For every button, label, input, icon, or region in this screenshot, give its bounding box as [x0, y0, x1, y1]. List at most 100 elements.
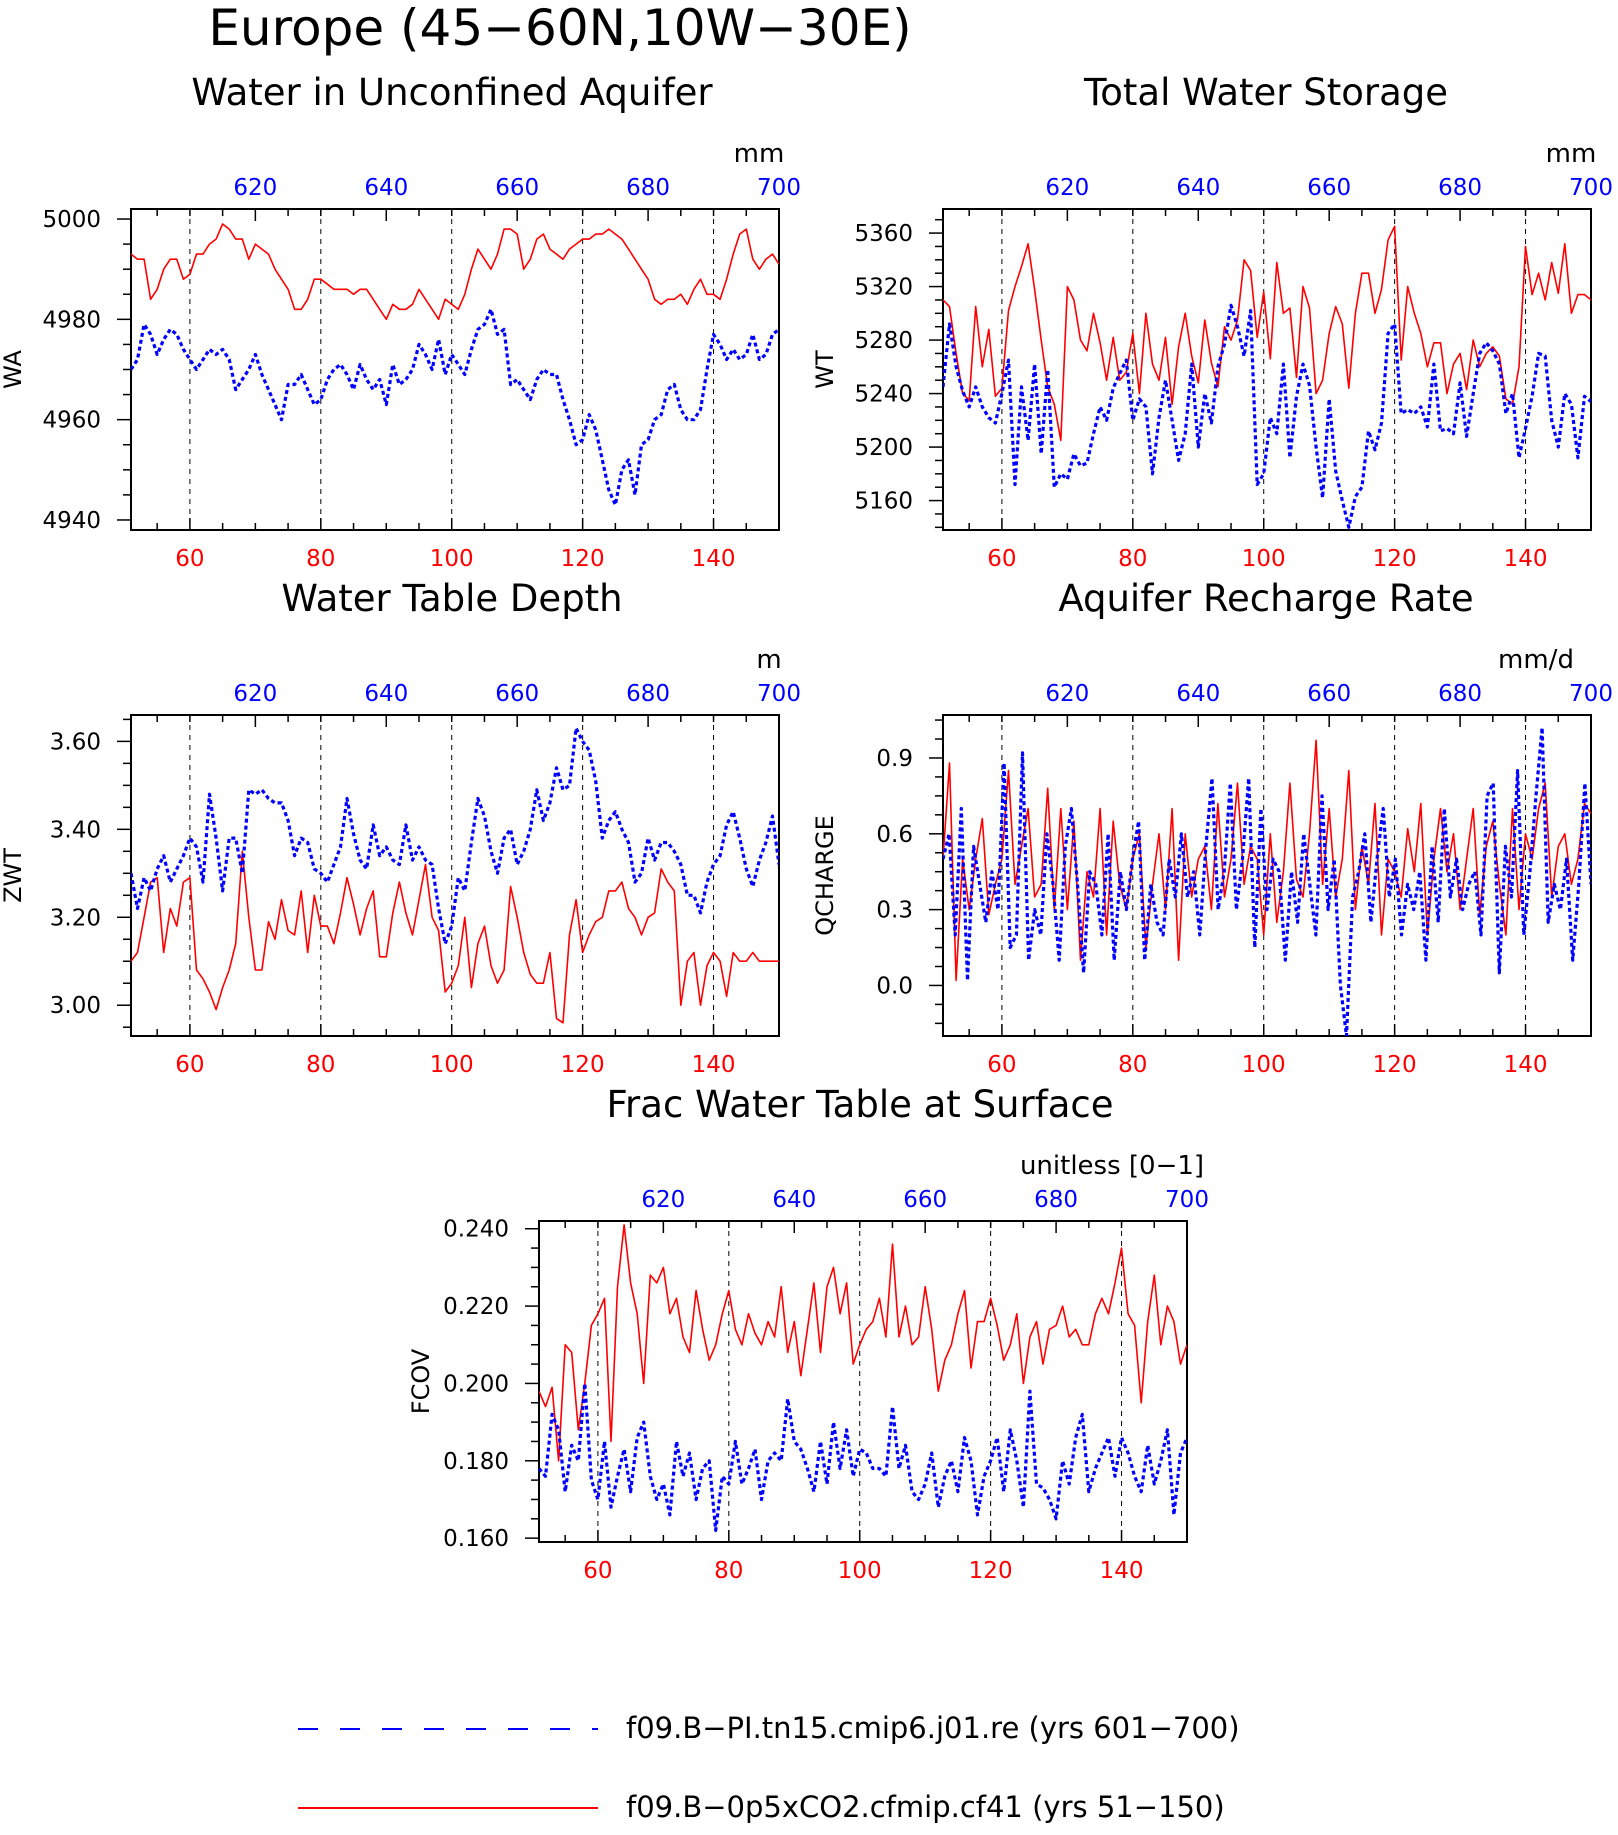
y-tick-label: 5360: [854, 221, 913, 247]
x-tick-label-bottom: 100: [430, 546, 474, 572]
y-tick-label: 5000: [42, 207, 101, 233]
y-tick-label: 5160: [854, 489, 913, 515]
x-tick-label-top: 620: [233, 681, 277, 707]
y-tick-label: 0.0: [876, 973, 913, 999]
x-tick-label-top: 640: [772, 1187, 816, 1213]
x-tick-label-bottom: 60: [987, 1052, 1016, 1078]
unit-label: mm: [1546, 139, 1597, 169]
y-tick-label: 0.240: [443, 1217, 509, 1243]
series-line-blue: [943, 303, 1591, 529]
y-tick-label: 5280: [854, 328, 913, 354]
chart-panel-5: Frac Water Table at Surface unitless [0−1…: [407, 1083, 1209, 1584]
x-tick-label-bottom: 80: [306, 546, 335, 572]
y-tick-label: 5240: [854, 382, 913, 408]
y-tick-label: 3.60: [50, 729, 101, 755]
y-axis-label: WT: [811, 350, 839, 389]
x-tick-label-top: 620: [1045, 175, 1089, 201]
y-tick-label: 3.00: [50, 993, 101, 1019]
x-tick-label-top: 640: [1176, 681, 1220, 707]
x-tick-label-top: 640: [1176, 175, 1220, 201]
x-tick-label-bottom: 140: [1504, 546, 1548, 572]
x-tick-label-top: 700: [1569, 175, 1613, 201]
series-line-red: [131, 223, 779, 321]
y-axis-label: WA: [0, 350, 27, 389]
x-tick-label-bottom: 60: [583, 1558, 612, 1584]
x-tick-label-top: 680: [1438, 681, 1482, 707]
x-tick-label-top: 660: [1307, 681, 1351, 707]
y-tick-label: 5200: [854, 435, 913, 461]
x-tick-label-top: 700: [757, 681, 801, 707]
x-tick-label-top: 620: [641, 1187, 685, 1213]
x-tick-label-bottom: 80: [1118, 546, 1147, 572]
x-tick-label-top: 700: [757, 175, 801, 201]
x-tick-label-bottom: 140: [692, 546, 736, 572]
y-tick-label: 0.3: [876, 898, 913, 924]
x-tick-label-bottom: 120: [561, 546, 605, 572]
y-tick-label: 5320: [854, 275, 913, 301]
y-tick-label: 4960: [42, 408, 101, 434]
chart-title: Frac Water Table at Surface: [606, 1083, 1113, 1126]
plot-frame: [942, 208, 1592, 531]
x-tick-label-top: 660: [1307, 175, 1351, 201]
legend: f09.B−PI.tn15.cmip6.j01.re (yrs 601−700)…: [298, 1711, 1240, 1824]
chart-title: Water in Unconfined Aquifer: [191, 71, 713, 114]
chart-title: Aquifer Recharge Rate: [1058, 577, 1473, 620]
figure-title: Europe (45−60N,10W−30E): [208, 0, 911, 57]
x-tick-label-bottom: 120: [969, 1558, 1013, 1584]
y-tick-label: 3.20: [50, 905, 101, 931]
unit-label: m: [756, 645, 781, 675]
unit-label: unitless [0−1]: [1020, 1151, 1204, 1181]
x-tick-label-top: 700: [1569, 681, 1613, 707]
x-tick-label-bottom: 120: [1373, 1052, 1417, 1078]
series-line-red: [943, 739, 1591, 982]
chart-panel-2: Total Water Storage mm WT 60 80 100 120 140 620 6…: [811, 71, 1613, 572]
y-tick-label: 0.220: [443, 1294, 509, 1320]
x-tick-label-bottom: 60: [175, 546, 204, 572]
series-line-blue: [539, 1381, 1187, 1533]
series-line-red: [131, 850, 779, 1024]
x-tick-label-bottom: 100: [1242, 546, 1286, 572]
series-line-blue: [131, 726, 779, 946]
x-tick-label-bottom: 100: [838, 1558, 882, 1584]
y-tick-label: 0.9: [876, 746, 913, 772]
y-tick-label: 0.200: [443, 1371, 509, 1397]
x-tick-label-bottom: 140: [1100, 1558, 1144, 1584]
x-tick-label-top: 620: [233, 175, 277, 201]
unit-label: mm: [734, 139, 785, 169]
series-line-red: [539, 1224, 1187, 1462]
y-axis-label: QCHARGE: [811, 815, 839, 936]
y-tick-label: 0.180: [443, 1449, 509, 1475]
y-tick-label: 3.40: [50, 817, 101, 843]
x-tick-label-bottom: 140: [692, 1052, 736, 1078]
x-tick-label-bottom: 120: [1373, 546, 1417, 572]
chart-panel-3: Water Table Depth m ZWT 60 80 100 120 140 620 640…: [0, 577, 801, 1078]
x-tick-label-bottom: 80: [714, 1558, 743, 1584]
x-tick-label-bottom: 80: [306, 1052, 335, 1078]
x-tick-label-bottom: 100: [430, 1052, 474, 1078]
x-tick-label-top: 620: [1045, 681, 1089, 707]
y-tick-label: 4940: [42, 508, 101, 534]
y-tick-label: 4980: [42, 307, 101, 333]
y-tick-label: 0.6: [876, 822, 913, 848]
x-tick-label-top: 680: [626, 681, 670, 707]
panels: Water in Unconfined Aquifer mm WA 60 80 100 12…: [0, 71, 1613, 1584]
x-tick-label-top: 640: [364, 175, 408, 201]
x-tick-label-bottom: 60: [175, 1052, 204, 1078]
x-tick-label-top: 640: [364, 681, 408, 707]
x-tick-label-bottom: 80: [1118, 1052, 1147, 1078]
chart-panel-1: Water in Unconfined Aquifer mm WA 60 80 100 12…: [0, 71, 801, 572]
x-tick-label-bottom: 100: [1242, 1052, 1286, 1078]
x-tick-label-top: 680: [626, 175, 670, 201]
x-tick-label-bottom: 60: [987, 546, 1016, 572]
y-axis-label: FCOV: [407, 1348, 435, 1414]
series-line-blue: [943, 725, 1591, 1036]
legend-label-blue: f09.B−PI.tn15.cmip6.j01.re (yrs 601−700): [626, 1711, 1240, 1745]
y-tick-label: 0.160: [443, 1526, 509, 1552]
x-tick-label-top: 660: [495, 681, 539, 707]
series-line-blue: [131, 307, 779, 507]
x-tick-label-top: 680: [1034, 1187, 1078, 1213]
x-tick-label-bottom: 120: [561, 1052, 605, 1078]
chart-title: Total Water Storage: [1083, 71, 1448, 114]
